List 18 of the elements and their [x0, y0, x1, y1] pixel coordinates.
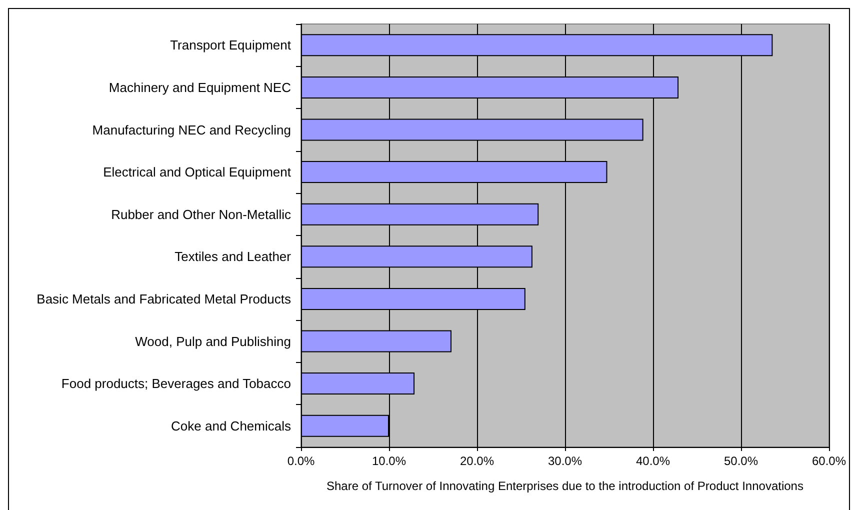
x-tick-label: 20.0%	[460, 454, 494, 468]
x-tick-label: 50.0%	[724, 454, 758, 468]
y-tick-label: Wood, Pulp and Publishing	[135, 334, 291, 349]
y-tick-label: Textiles and Leather	[174, 249, 292, 264]
x-tick-label: 10.0%	[372, 454, 406, 468]
y-tick-label: Transport Equipment	[170, 38, 292, 53]
y-tick-label: Basic Metals and Fabricated Metal Products	[36, 291, 292, 306]
y-tick-label: Electrical and Optical Equipment	[103, 164, 292, 180]
y-tick-label: Food products; Beverages and Tobacco	[61, 376, 291, 392]
x-tick-label: 40.0%	[636, 454, 670, 468]
y-tick-label: Machinery and Equipment NEC	[108, 80, 291, 95]
x-tick-label: 0.0%	[287, 454, 315, 468]
y-tick-label: Coke and Chemicals	[171, 418, 292, 434]
y-tick-label: Rubber and Other Non-Metallic	[111, 206, 292, 222]
x-axis-title: Share of Turnover of Innovating Enterprises due to the introduction of Product Innovations	[326, 479, 804, 493]
x-tick-label: 60.0%	[812, 454, 846, 468]
x-tick-label: 30.0%	[548, 454, 582, 468]
y-tick-label: Manufacturing NEC and Recycling	[92, 122, 291, 138]
